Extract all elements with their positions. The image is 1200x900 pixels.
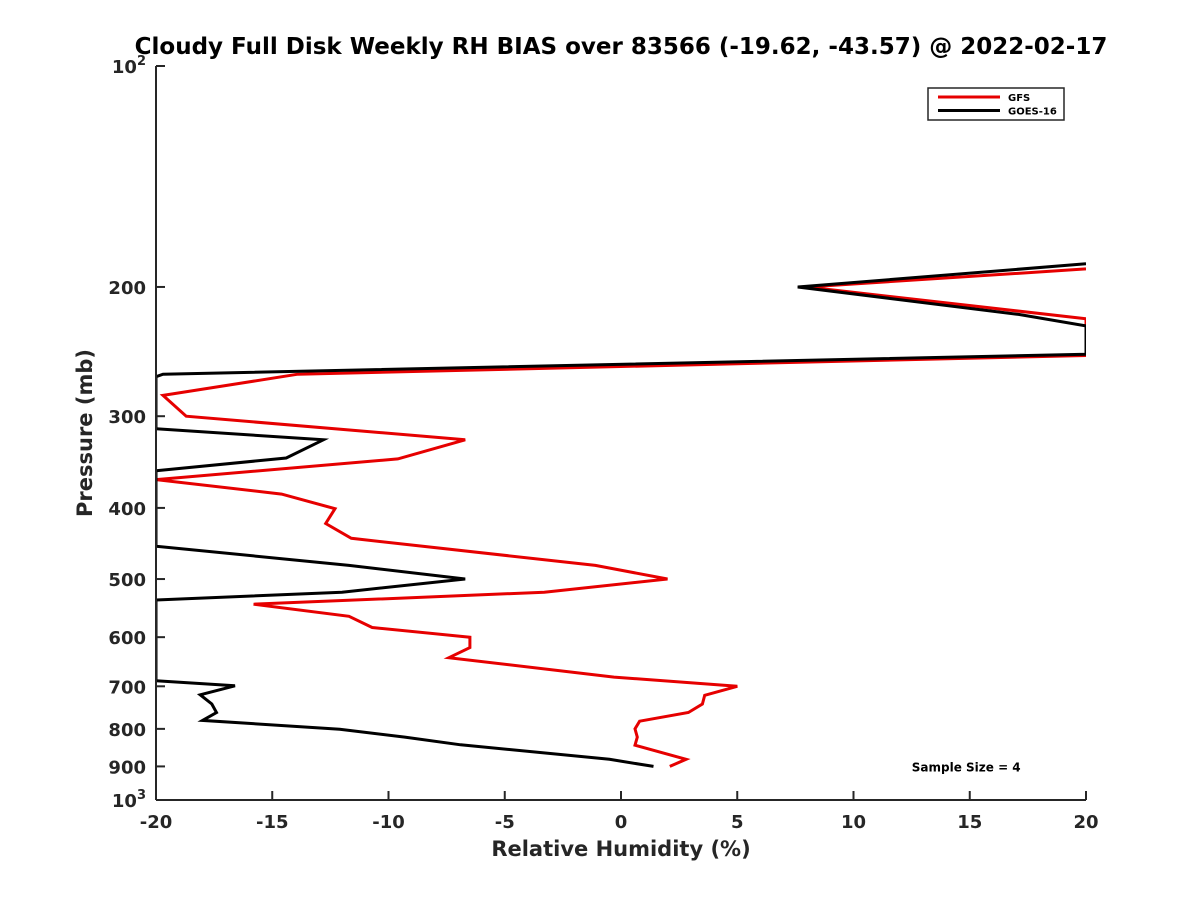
x-tick-label: 20 [1073,812,1098,833]
y-tick-label: 200 [108,278,146,299]
series-line-gfs [156,267,1086,768]
y-tick-label: 103 [112,788,146,812]
x-tick-label: 10 [841,812,866,833]
x-tick-label: 5 [731,812,744,833]
x-tick-label: 15 [957,812,982,833]
x-axis-label: Relative Humidity (%) [491,837,750,861]
y-tick-label: 300 [108,407,146,428]
x-tick-label: -5 [495,812,515,833]
plot-axes: -20 -15 -10 -5 0 5 10 15 20 102 200 300 400 500 600 700… [108,54,1098,833]
legend-label: GOES-16 [1008,107,1057,118]
annotations: Sample Size = 4 [912,760,1021,774]
y-tick-label: 700 [108,677,146,698]
series-line-goes-16 [156,262,1086,768]
x-tick-label: -10 [372,812,405,833]
legend-box [927,87,1065,121]
y-tick-label: 102 [112,54,146,78]
y-axis-label: Pressure (mb) [73,349,97,517]
x-tick-label: -15 [256,812,289,833]
y-tick-label: 500 [108,570,146,591]
legend-label: GFS [1008,93,1030,104]
y-tick-label: 900 [108,757,146,778]
y-tick-label: 400 [108,499,146,520]
legend: GFS GOES-16 [927,87,1065,121]
sample-size-annotation: Sample Size = 4 [912,760,1021,774]
x-tick-label: -20 [140,812,173,833]
plot-series [156,262,1086,768]
y-tick-label: 600 [108,628,146,649]
x-tick-label: 0 [615,812,628,833]
chart-title: Cloudy Full Disk Weekly RH BIAS over 835… [135,34,1108,60]
y-tick-label: 800 [108,720,146,741]
